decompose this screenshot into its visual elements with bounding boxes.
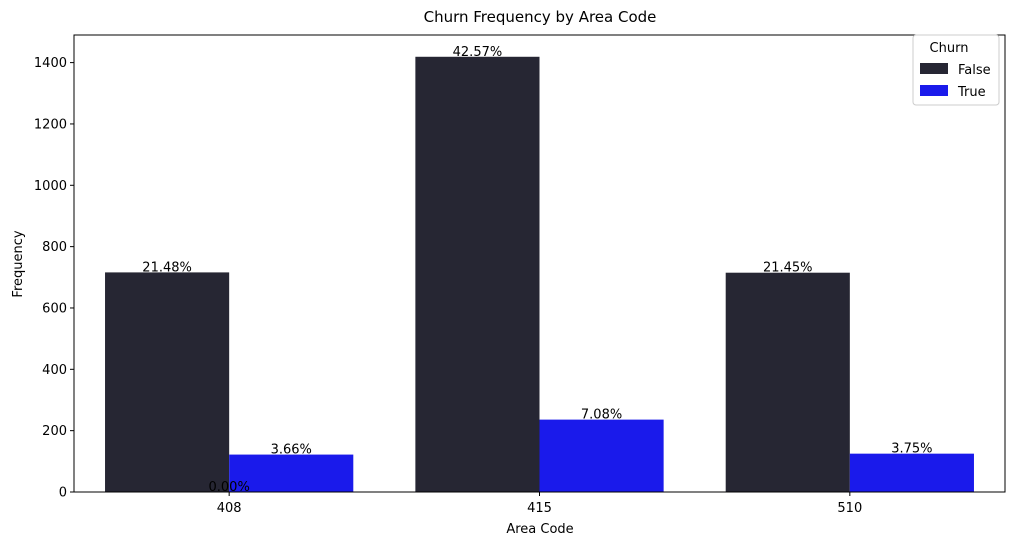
data-label-false-408: 21.48% [142,260,192,275]
bar-true-415 [539,419,664,492]
legend-swatch-false [920,63,948,74]
x-tick-label-408: 408 [217,501,242,516]
data-label-false-415: 42.57% [453,45,503,60]
bar-false-510 [725,272,850,492]
chart-title: Churn Frequency by Area Code [424,8,657,26]
data-label-true-408: 3.66% [271,443,312,458]
plot-area: 21.48% 42.57% 21.45% 3.66% 7.08% 3.75% 0.00% 0 2… [34,34,1006,516]
y-tick-label-1200: 1200 [34,117,67,132]
y-tick-label-400: 400 [42,363,67,378]
x-axis-title: Area Code [506,522,573,537]
data-label-true-510: 3.75% [891,442,932,457]
bar-true-408 [229,454,354,492]
y-axis-title: Frequency [11,230,26,297]
legend-label-false: False [958,63,991,78]
data-label-false-510: 21.45% [763,261,813,276]
legend-label-true: True [957,85,986,100]
annotation-label-0: 0.00% [209,480,250,495]
x-tick-label-510: 510 [837,501,862,516]
data-label-true-415: 7.08% [581,408,622,423]
y-tick-label-800: 800 [42,240,67,255]
legend: Churn False True [912,34,1000,106]
y-tick-label-600: 600 [42,301,67,316]
y-tick-label-0: 0 [59,486,67,501]
bar-false-408 [105,272,230,492]
y-tick-label-200: 200 [42,424,67,439]
y-tick-label-1000: 1000 [34,179,67,194]
bar-false-415 [415,56,540,492]
bar-true-510 [849,453,974,492]
legend-title: Churn [930,41,969,56]
x-tick-label-415: 415 [527,501,552,516]
legend-swatch-true [920,85,948,96]
y-tick-label-1400: 1400 [34,56,67,71]
